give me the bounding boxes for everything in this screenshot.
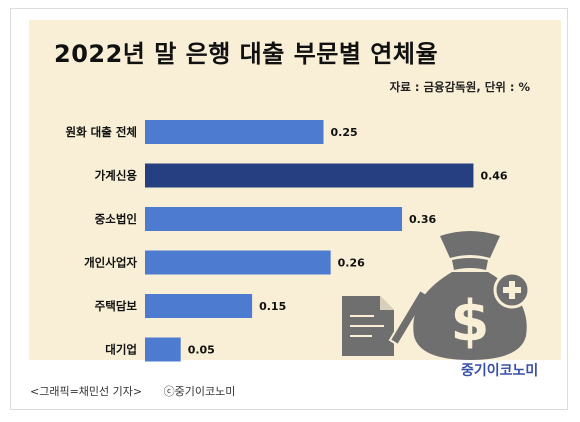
bar <box>145 207 403 231</box>
data-label: 0.46 <box>480 170 507 183</box>
category-label: 가계신용 <box>95 169 138 183</box>
image-credit: <그래픽=채민선 기자> ⓒ중기이코노미 <box>30 383 253 399</box>
credit-copyright: ⓒ중기이코노미 <box>163 385 236 398</box>
data-label: 0.26 <box>338 257 365 270</box>
brand-logo-text: 중기이코노미 <box>461 363 539 379</box>
bar <box>145 163 474 188</box>
data-label: 0.05 <box>188 344 215 357</box>
data-label: 0.36 <box>409 213 436 226</box>
chart-title: 2022년 말 은행 대출 부문별 연체율 <box>54 40 439 68</box>
category-label: 중소법인 <box>95 212 137 226</box>
svg-text:$: $ <box>451 289 490 354</box>
category-label: 원화 대출 전체 <box>66 125 138 139</box>
bar <box>145 337 181 362</box>
category-label: 대기업 <box>105 343 137 357</box>
data-label: 0.25 <box>331 126 358 139</box>
money-bag-icon: $ <box>342 231 531 360</box>
bar <box>145 250 331 275</box>
category-label: 주택담보 <box>95 299 138 313</box>
bar <box>145 120 324 144</box>
source-note: 자료 : 금융감독원, 단위 : % <box>389 80 530 94</box>
bar <box>145 294 253 318</box>
category-label: 개인사업자 <box>84 256 137 270</box>
credit-graphic: <그래픽=채민선 기자> <box>30 385 143 398</box>
data-label: 0.15 <box>259 300 286 313</box>
